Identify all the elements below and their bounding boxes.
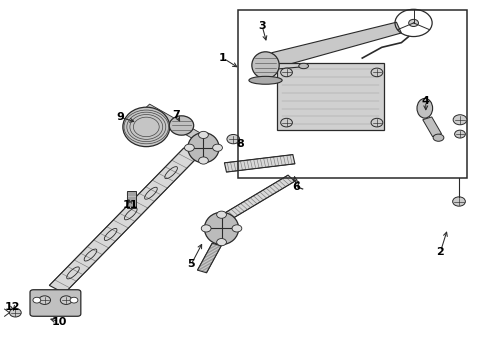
Text: 5: 5 [188, 259, 195, 269]
Text: 6: 6 [293, 182, 300, 192]
Text: 7: 7 [172, 111, 180, 121]
Text: 12: 12 [5, 302, 21, 312]
Circle shape [60, 296, 72, 305]
Circle shape [281, 118, 293, 127]
Circle shape [409, 19, 418, 27]
Circle shape [213, 144, 222, 151]
Bar [127, 192, 136, 208]
Circle shape [70, 297, 78, 303]
Circle shape [453, 115, 467, 125]
Circle shape [185, 144, 194, 151]
Circle shape [232, 225, 242, 232]
Bar [238, 10, 467, 178]
Polygon shape [197, 243, 221, 273]
Polygon shape [224, 154, 295, 172]
Text: 3: 3 [258, 21, 266, 31]
Ellipse shape [188, 133, 219, 163]
Text: 10: 10 [51, 317, 67, 327]
Circle shape [39, 296, 50, 305]
Circle shape [227, 134, 240, 144]
Polygon shape [143, 104, 202, 140]
Ellipse shape [299, 63, 309, 69]
Ellipse shape [249, 76, 282, 84]
Text: 8: 8 [236, 139, 244, 149]
Polygon shape [272, 22, 401, 67]
Circle shape [217, 239, 226, 246]
Circle shape [9, 309, 21, 317]
FancyBboxPatch shape [30, 290, 81, 316]
Polygon shape [222, 175, 295, 221]
Circle shape [281, 68, 293, 77]
Polygon shape [165, 125, 174, 128]
Ellipse shape [433, 134, 444, 141]
Polygon shape [49, 148, 199, 293]
Ellipse shape [123, 107, 170, 147]
Text: 2: 2 [437, 247, 444, 257]
Ellipse shape [417, 98, 433, 118]
Circle shape [453, 197, 466, 206]
Text: 11: 11 [122, 200, 138, 210]
Circle shape [33, 297, 41, 303]
Circle shape [217, 211, 226, 218]
Ellipse shape [252, 52, 279, 79]
Circle shape [371, 118, 383, 127]
Circle shape [455, 130, 466, 138]
Text: 1: 1 [219, 53, 227, 63]
Text: 9: 9 [117, 112, 124, 122]
Circle shape [371, 68, 383, 77]
Polygon shape [423, 117, 441, 136]
Circle shape [201, 225, 211, 232]
Circle shape [198, 157, 208, 164]
Circle shape [198, 131, 208, 139]
Ellipse shape [204, 212, 239, 244]
Bar [277, 63, 384, 130]
Ellipse shape [169, 116, 194, 135]
Text: 4: 4 [422, 96, 430, 106]
